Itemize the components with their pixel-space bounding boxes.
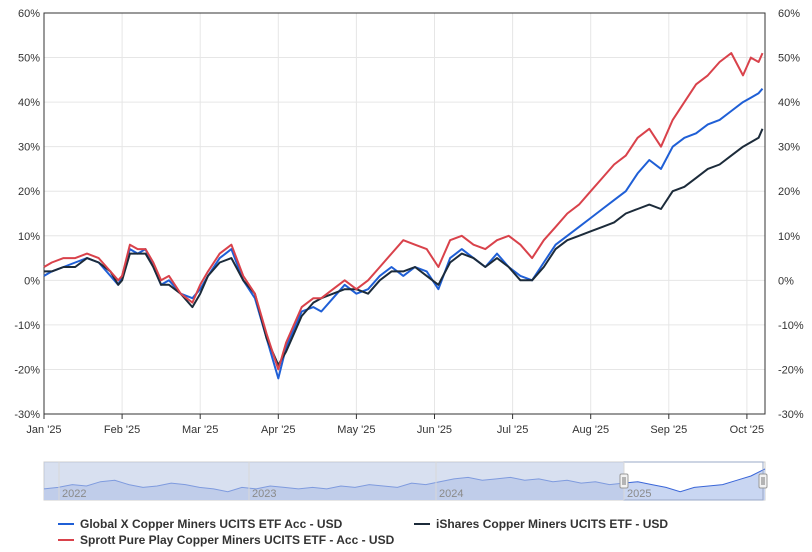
y-tick-left: 60% (18, 8, 40, 20)
x-tick-label: Apr '25 (261, 424, 296, 436)
gridlines (43, 12, 765, 415)
navigator-handle-left[interactable] (619, 473, 629, 489)
plot-frame (43, 12, 766, 415)
legend-item-ishares[interactable]: iShares Copper Miners UCITS ETF - USD (414, 517, 668, 531)
x-tick-label: Mar '25 (182, 424, 218, 436)
x-tick-label: May '25 (337, 424, 375, 436)
series-line-1[interactable] (44, 128, 764, 366)
y-tick-left: -20% (14, 364, 40, 376)
y-tick-left: 0% (24, 275, 40, 287)
series-line-2[interactable] (43, 52, 764, 371)
navigator-handle-right[interactable] (758, 473, 768, 489)
y-tick-right: 50% (778, 53, 800, 65)
legend-label: Global X Copper Miners UCITS ETF Acc - U… (80, 517, 343, 531)
legend-item-global-x[interactable]: Global X Copper Miners UCITS ETF Acc - U… (58, 517, 342, 531)
axes (43, 12, 766, 419)
y-tick-right: 10% (778, 231, 800, 243)
y-tick-right: -20% (778, 364, 804, 376)
y-axis-left-ticks: 60% 50% 40% 30% 20% 10% 0% -10% -20% -30% (14, 8, 40, 421)
y-tick-right: 0% (778, 275, 794, 287)
y-tick-left: 50% (18, 53, 40, 65)
y-axis-right-ticks: 60% 50% 40% 30% 20% 10% 0% -10% -20% -30% (778, 8, 804, 421)
y-tick-right: 40% (778, 97, 800, 109)
legend-swatch (414, 523, 430, 525)
legend-label: iShares Copper Miners UCITS ETF - USD (436, 517, 669, 531)
legend-swatch (58, 523, 74, 525)
navigator-year-label: 2024 (439, 488, 463, 500)
x-tick-label: Oct '25 (730, 424, 765, 436)
y-tick-left: 10% (18, 231, 40, 243)
y-tick-right: 30% (778, 142, 800, 154)
y-tick-left: -30% (14, 409, 40, 421)
y-tick-right: 60% (778, 8, 800, 20)
y-tick-right: -10% (778, 320, 804, 332)
x-tick-label: Jul '25 (497, 424, 528, 436)
navigator-year-label: 2025 (627, 488, 651, 500)
series-lines (43, 52, 764, 380)
y-tick-right: -30% (778, 409, 804, 421)
x-tick-label: Jun '25 (417, 424, 452, 436)
x-tick-label: Feb '25 (104, 424, 140, 436)
series-line-0[interactable] (43, 88, 764, 380)
navigator-mask (44, 462, 624, 500)
y-tick-left: 40% (18, 97, 40, 109)
x-tick-label: Sep '25 (650, 424, 687, 436)
x-tick-label: Aug '25 (572, 424, 609, 436)
legend-label: Sprott Pure Play Copper Miners UCITS ETF… (80, 533, 395, 547)
y-tick-left: -10% (14, 320, 40, 332)
legend-item-sprott[interactable]: Sprott Pure Play Copper Miners UCITS ETF… (58, 533, 394, 547)
navigator[interactable]: 2022 2023 2024 2025 (43, 461, 768, 501)
navigator-year-label: 2022 (62, 488, 86, 500)
navigator-year-label: 2023 (252, 488, 276, 500)
y-tick-left: 20% (18, 186, 40, 198)
x-axis-ticks: Jan '25 Feb '25 Mar '25 Apr '25 May '25 Jun '… (26, 424, 764, 436)
y-tick-left: 30% (18, 142, 40, 154)
x-tick-label: Jan '25 (26, 424, 61, 436)
legend-swatch (58, 539, 74, 541)
y-tick-right: 20% (778, 186, 800, 198)
